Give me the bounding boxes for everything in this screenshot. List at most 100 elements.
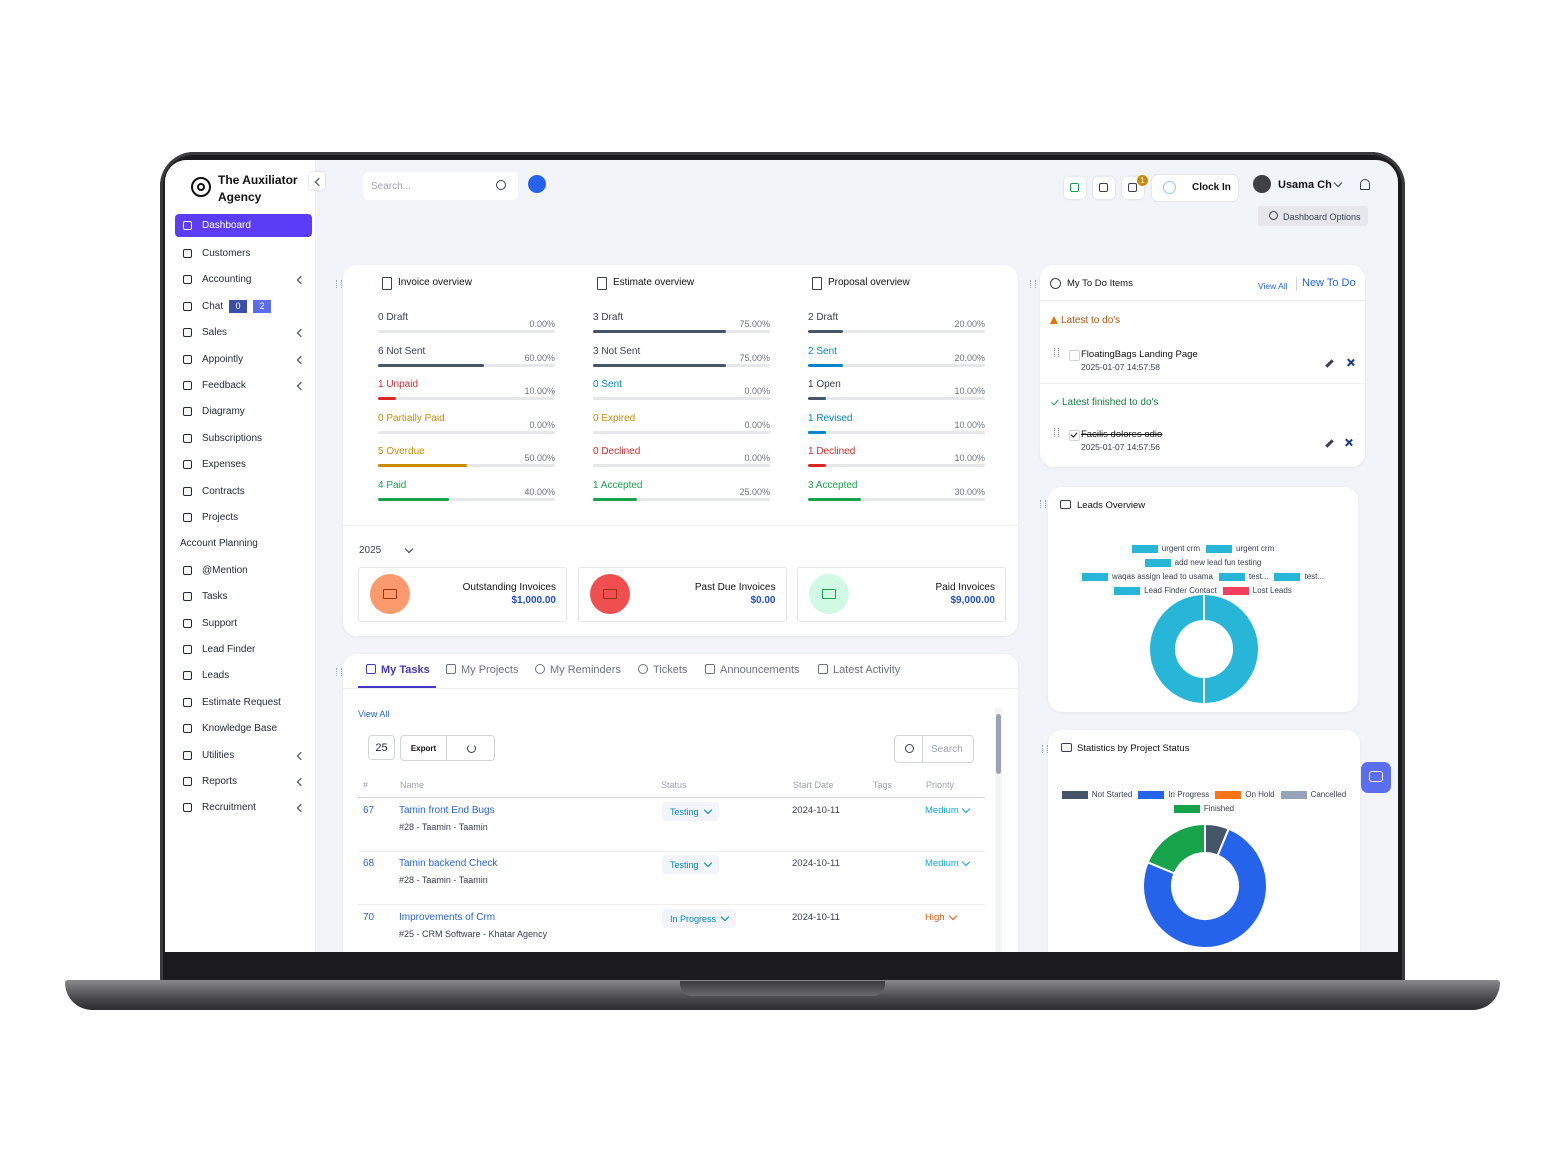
task-id[interactable]: 68 [363,858,375,870]
todo-checkbox[interactable] [1069,430,1080,441]
legend-item[interactable]: On Hold [1215,790,1275,799]
sidebar-label: @Mention [202,564,248,576]
task-id[interactable]: 70 [363,911,375,923]
legend-item[interactable]: add new lead fun testing [1144,558,1261,567]
sidebar-label: Utilities [202,749,235,761]
overview-row-percent: 60.00% [524,352,555,363]
sidebar-item[interactable]: Lead Finder [175,638,312,661]
sidebar-item[interactable]: Leads [175,664,312,687]
sidebar-item[interactable]: Utilities [175,744,312,767]
sidebar-item[interactable]: Account Planning [175,532,312,555]
edit-icon[interactable] [1325,439,1334,448]
legend-item[interactable]: test... [1218,572,1268,581]
donut-segment[interactable] [1146,822,1206,875]
overview-icon [382,277,392,290]
sidebar-item[interactable]: Diagramy [175,400,312,423]
tab[interactable]: Tickets [653,664,688,676]
sidebar-item[interactable]: Subscriptions [175,427,312,450]
tab[interactable]: My Projects [461,664,519,676]
tab-icon [366,664,376,674]
sidebar-item[interactable]: Feedback [175,374,312,397]
search-box[interactable]: Search... [363,172,518,200]
legend-item[interactable]: Lost Leads [1222,586,1292,595]
legend-label: Cancelled [1310,790,1347,799]
tab[interactable]: My Tasks [381,664,430,676]
legend-item[interactable]: urgent crm [1206,544,1274,553]
column-header: Status [661,780,687,790]
sidebar-icon [183,301,192,311]
legend-swatch [1274,572,1301,581]
overview-card: Invoice overview 0 Draft 0.00% 6 Not Sent 60… [343,265,1018,636]
view-all-link[interactable]: View All [358,709,390,719]
sidebar-item[interactable]: Expenses [175,453,312,476]
new-todo-link[interactable]: New To Do [1302,277,1356,289]
sidebar-item[interactable]: Dashboard [175,214,312,237]
export-button[interactable]: Export [410,744,437,753]
sidebar-label: Sales [202,327,228,339]
legend-item[interactable]: Finished [1173,804,1234,813]
donut-segment[interactable] [1203,592,1260,706]
table-search[interactable]: Search [894,735,974,763]
task-name[interactable]: Tamin front End Bugs [399,805,495,816]
sidebar-item[interactable]: @Mention [175,559,312,582]
donut-segment[interactable] [1142,827,1268,949]
edit-icon[interactable] [1325,359,1334,368]
progress-track [378,497,555,501]
todo-view-all[interactable]: View All [1258,281,1288,291]
task-priority[interactable]: High [925,911,945,923]
search-icon [496,180,506,190]
dashboard-options-button[interactable]: Dashboard Options [1258,206,1368,226]
sidebar-item[interactable]: Customers [175,242,312,265]
header-icon-button[interactable] [1093,177,1115,199]
avatar[interactable] [1253,175,1271,193]
sidebar-item[interactable]: Accounting [175,268,312,291]
sidebar-item[interactable]: Sales [175,321,312,344]
clock-in-button[interactable]: Clock In [1152,175,1238,201]
todo-checkbox[interactable] [1069,350,1080,361]
legend-item[interactable]: In Progress [1138,790,1209,799]
sidebar-label: Account Planning [180,538,258,550]
legend-item[interactable]: urgent crm [1131,544,1200,553]
task-id[interactable]: 67 [363,805,375,816]
bell-icon[interactable] [1360,179,1370,190]
sidebar-item[interactable]: Estimate Request [175,691,312,714]
row-line [358,904,985,906]
tab[interactable]: Latest Activity [833,664,901,676]
task-priority[interactable]: Medium [925,805,959,816]
tab[interactable]: My Reminders [550,664,621,676]
sidebar-item[interactable]: Chat 0 2 [175,295,312,318]
legend-item[interactable]: test... [1274,572,1324,581]
task-priority[interactable]: Medium [925,858,959,870]
status-chevron [720,912,730,921]
sidebar-item[interactable]: Projects [175,506,312,529]
add-button[interactable] [528,175,546,193]
overview-row-label: 0 Declined [593,446,641,457]
status-pill[interactable]: Testing [662,802,719,821]
legend-item[interactable]: waqas assign lead to usama [1081,572,1213,581]
sidebar-item[interactable]: Appointly [175,348,312,371]
sidebar-item[interactable]: Tasks [175,585,312,608]
header-icon-button[interactable] [1064,177,1086,199]
legend-label: On Hold [1245,790,1275,799]
sidebar-item[interactable]: Contracts [175,480,312,503]
collapse-button[interactable] [309,172,325,190]
chat-float-button[interactable] [1361,762,1391,793]
legend-item[interactable]: Lead Finder Contact [1114,586,1217,595]
overview-row-percent: 0.00% [529,419,555,430]
task-name[interactable]: Improvements of Crm [399,911,496,923]
tab[interactable]: Announcements [720,664,800,676]
sidebar-item[interactable]: Recruitment [175,796,312,819]
legend-item[interactable]: Cancelled [1280,790,1347,799]
sidebar-item[interactable]: Knowledge Base [175,717,312,740]
sidebar-item[interactable]: Support [175,612,312,635]
status-pill[interactable]: In Progress [662,908,737,928]
legend-item[interactable]: Not Started [1061,790,1132,799]
refresh-button[interactable] [467,744,476,753]
year-select[interactable]: 2025 [359,545,382,556]
donut-segment[interactable] [1148,592,1205,706]
status-pill[interactable]: Testing [662,855,719,875]
sidebar-item[interactable]: Reports [175,770,312,793]
user-name[interactable]: Usama Ch [1278,179,1332,191]
task-name[interactable]: Tamin backend Check [399,858,498,870]
page-size-select[interactable]: 25 [368,735,395,760]
